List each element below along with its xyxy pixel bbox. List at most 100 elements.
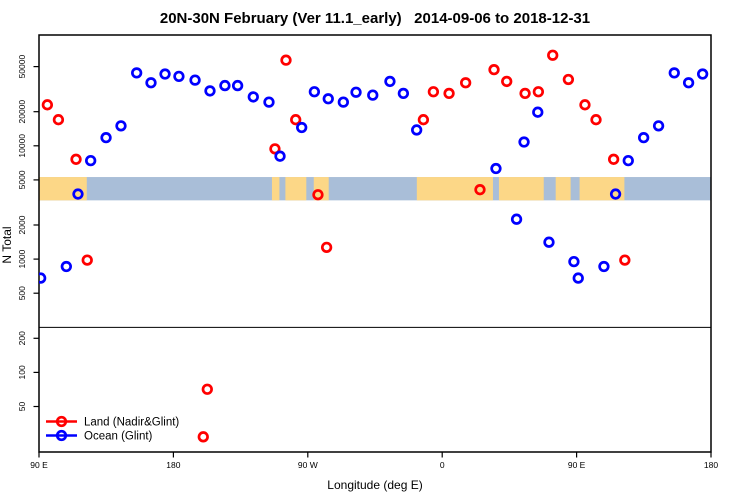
data-point xyxy=(280,54,292,66)
data-point xyxy=(668,67,680,79)
data-point xyxy=(322,93,334,105)
data-point xyxy=(85,154,97,167)
data-point xyxy=(579,99,591,111)
data-point xyxy=(173,70,185,83)
data-point xyxy=(682,77,695,89)
y-tick-label: 200 xyxy=(17,331,27,345)
data-point xyxy=(543,236,555,248)
data-point xyxy=(532,86,545,98)
x-tick-label: 90 E xyxy=(30,460,48,470)
data-point xyxy=(219,79,231,92)
data-point xyxy=(652,120,665,132)
map-band-land-patch xyxy=(579,177,625,201)
x-tick-label: 90 E xyxy=(568,460,586,470)
data-point xyxy=(417,114,430,126)
data-point xyxy=(204,85,216,97)
data-point xyxy=(619,254,631,266)
legend-label: Ocean (Glint) xyxy=(84,431,153,443)
data-point xyxy=(290,114,302,126)
data-point xyxy=(519,87,531,100)
data-point xyxy=(159,68,171,80)
data-point xyxy=(145,77,157,89)
chart-title: 20N-30N February (Ver 11.1_early) 2014-0… xyxy=(159,10,591,27)
plot-border xyxy=(38,34,712,453)
y-tick-label: 50000 xyxy=(17,55,27,79)
data-point xyxy=(547,49,559,61)
data-point xyxy=(696,68,709,80)
data-point xyxy=(274,150,286,162)
legend: Land (Nadir&Glint) Ocean (Glint) xyxy=(46,415,179,443)
data-point xyxy=(201,383,213,395)
data-point xyxy=(41,99,54,111)
data-point xyxy=(572,272,584,284)
map-band-land-patch xyxy=(416,177,493,201)
data-point xyxy=(81,254,93,266)
data-point xyxy=(562,73,575,86)
data-point xyxy=(490,162,502,175)
data-point xyxy=(247,91,259,103)
data-point xyxy=(518,136,530,148)
map-band-land-patch xyxy=(555,177,571,201)
y-tick-label: 100 xyxy=(17,365,27,379)
data-point xyxy=(411,124,423,136)
map-band xyxy=(39,177,711,201)
legend-marker xyxy=(55,415,68,428)
y-tick-label: 10000 xyxy=(17,134,27,158)
y-tick-label: 2000 xyxy=(17,215,27,234)
data-point xyxy=(39,272,47,284)
data-point xyxy=(510,213,523,225)
series-ocean xyxy=(39,67,709,284)
data-point xyxy=(189,74,201,86)
data-point xyxy=(459,77,472,89)
y-tick-label: 20000 xyxy=(17,100,27,124)
data-point xyxy=(337,96,349,108)
data-point xyxy=(638,132,650,144)
x-tick-label: 90 W xyxy=(298,460,318,470)
x-axis-title: Longitude (deg E) xyxy=(327,478,422,492)
data-point xyxy=(568,255,580,268)
data-point xyxy=(131,67,143,79)
data-point xyxy=(350,86,362,98)
data-point xyxy=(52,114,65,126)
data-point xyxy=(488,64,500,76)
x-tick-label: 0 xyxy=(440,460,445,470)
data-point xyxy=(607,153,620,165)
data-point xyxy=(443,87,455,100)
y-tick-label: 1000 xyxy=(17,249,27,268)
data-point xyxy=(231,79,244,92)
data-point xyxy=(308,86,321,98)
map-band-land-patch xyxy=(313,177,329,201)
x-tick-label: 180 xyxy=(166,460,180,470)
data-point xyxy=(598,260,610,273)
data-point xyxy=(427,86,440,98)
data-point xyxy=(100,132,112,144)
data-point xyxy=(115,120,127,132)
map-band-land-patch xyxy=(271,177,280,201)
y-tick-label: 5000 xyxy=(17,170,27,189)
y-tick-label: 50 xyxy=(17,402,27,412)
data-point xyxy=(197,431,209,443)
legend-label: Land (Nadir&Glint) xyxy=(84,417,179,429)
data-point xyxy=(296,121,308,134)
data-point xyxy=(60,260,72,273)
data-point xyxy=(532,106,544,118)
data-point xyxy=(501,75,513,88)
data-point xyxy=(320,241,333,253)
data-point xyxy=(269,143,281,155)
data-point xyxy=(263,96,275,108)
data-point xyxy=(312,189,324,201)
legend-marker xyxy=(55,429,68,442)
data-point xyxy=(397,87,410,100)
data-point xyxy=(609,188,622,200)
data-point xyxy=(474,184,486,196)
x-axis: 90 E 180 90 W 0 90 E 180 xyxy=(30,452,718,470)
x-tick-label: 180 xyxy=(704,460,718,470)
y-axis: 50 100 200 500 1000 2000 5000 10000 20000 50000 xyxy=(17,55,39,412)
data-point xyxy=(367,89,379,101)
series-land xyxy=(41,49,631,443)
map-band-land-patch xyxy=(498,177,544,201)
data-point xyxy=(590,114,602,126)
map-band-land-patch xyxy=(285,177,307,201)
